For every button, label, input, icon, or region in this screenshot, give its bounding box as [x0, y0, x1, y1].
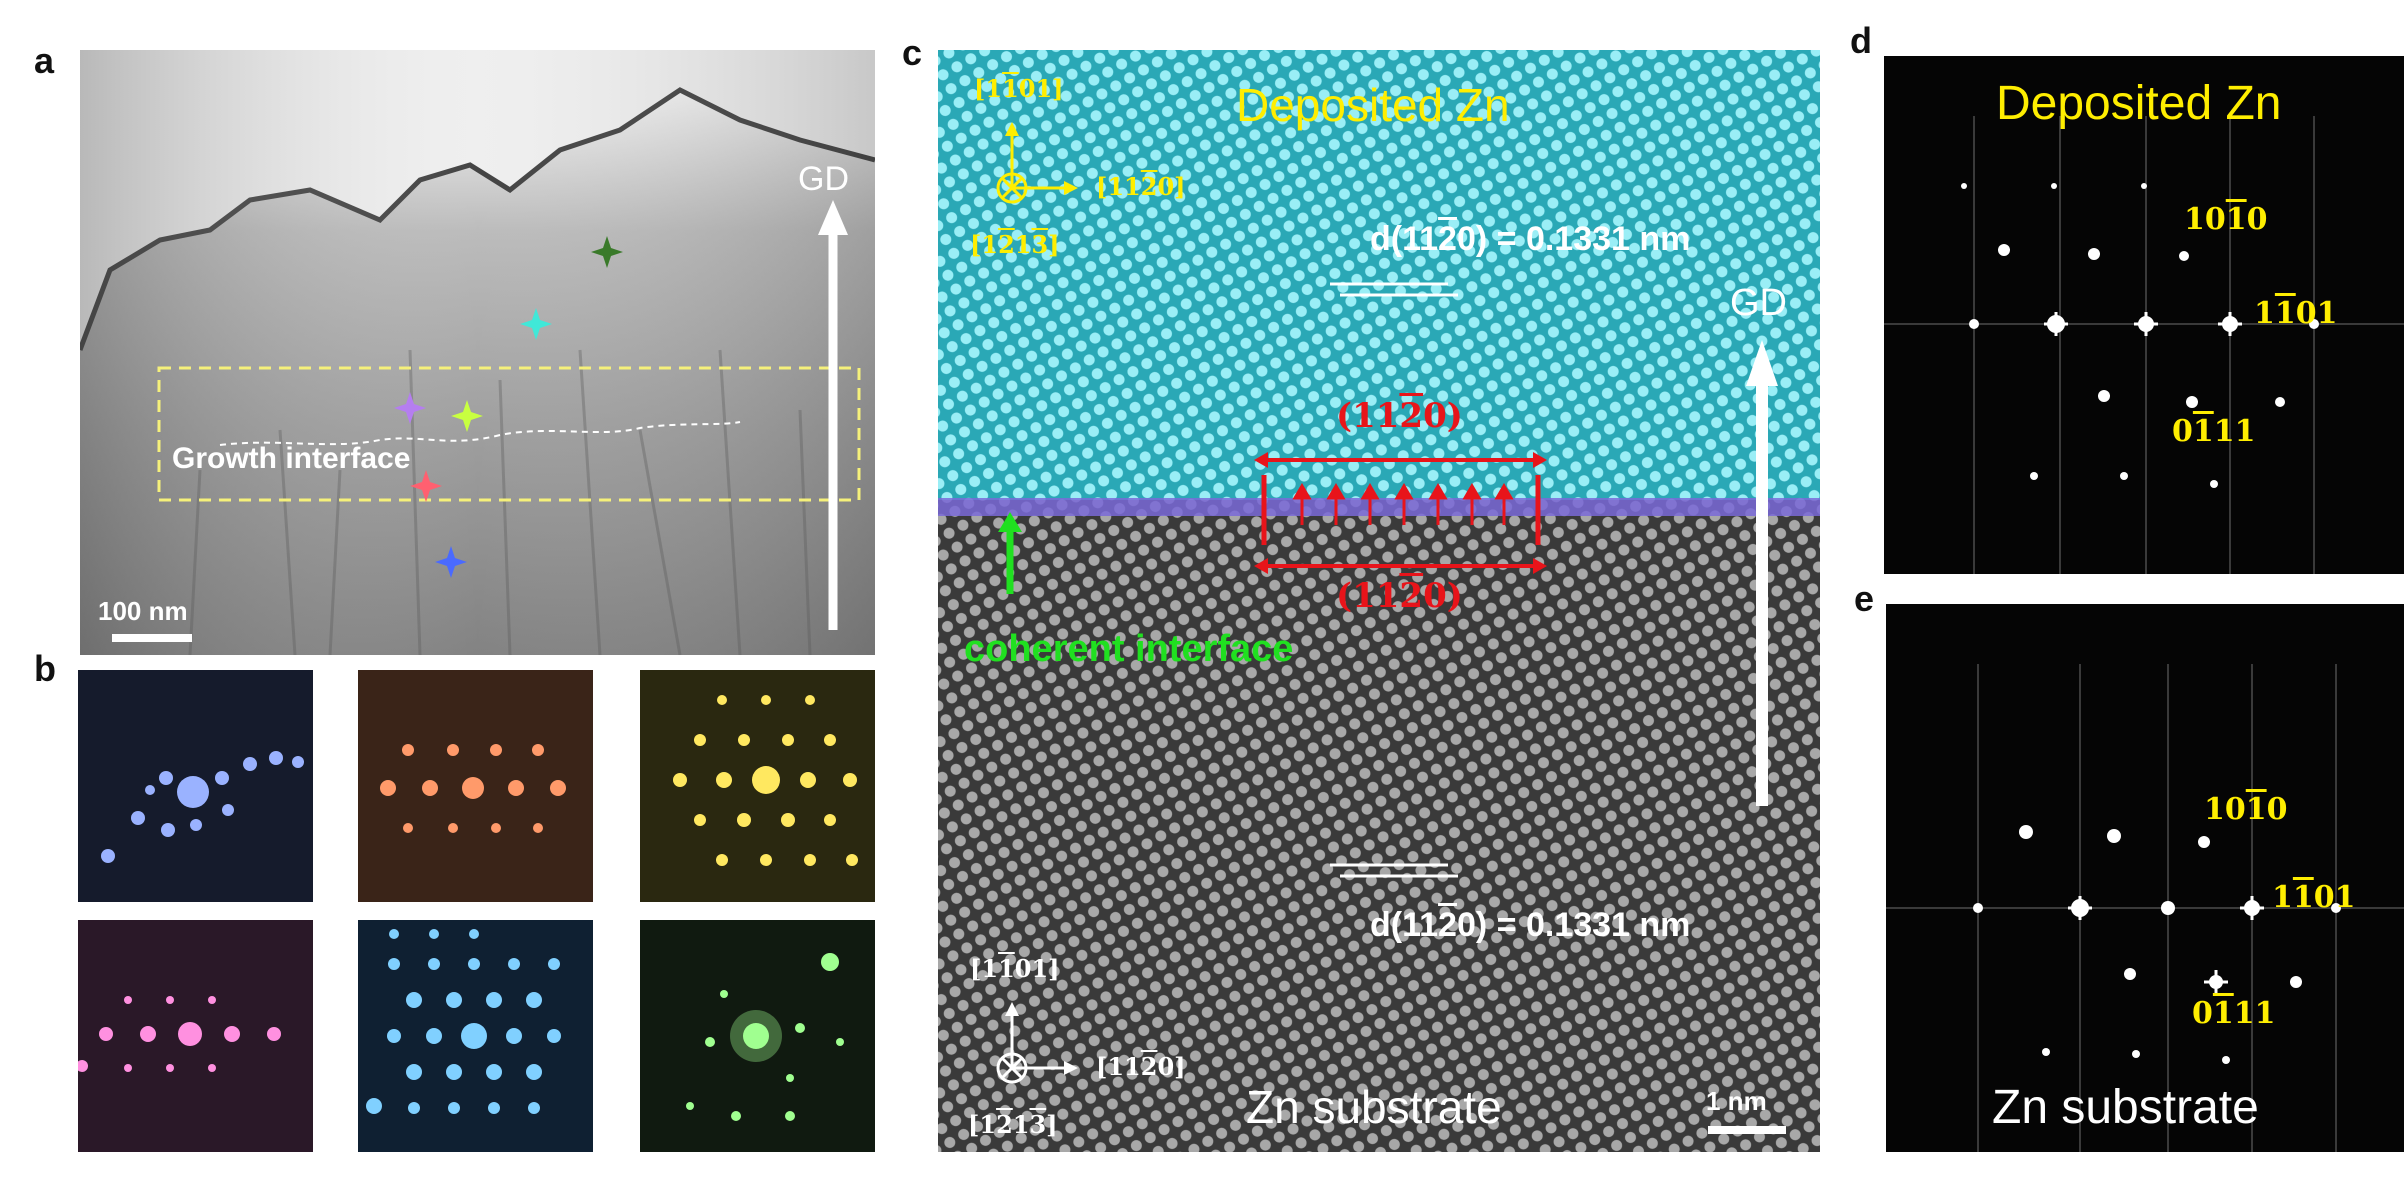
panel-letter-c: c — [902, 32, 923, 73]
marker-star-lime — [451, 400, 483, 432]
axis-label-zone-top: [1213] — [970, 230, 1060, 259]
deposited-zn-title-d: Deposited Zn — [1996, 77, 2282, 130]
marker-star-blue — [435, 546, 467, 578]
marker-star-violet — [394, 392, 426, 424]
diffraction-tile-green — [640, 920, 875, 1152]
spot-label-d-1: 1010 — [2184, 202, 2268, 237]
d-spacing-label-top: d(1120) = 0.1331 nm — [1370, 220, 1691, 258]
hrtem-image: Deposited Zn Zn substrate GD d(1120) = 0… — [938, 50, 1820, 1152]
spot-label-d-2: 1101 — [2254, 296, 2338, 331]
panel-letter-a: a — [34, 40, 55, 81]
marker-star-red — [410, 470, 442, 502]
panel-letter-b: b — [34, 648, 56, 689]
marker-star-green — [591, 236, 623, 268]
axis-label-zone-bottom: [1213] — [968, 1110, 1058, 1139]
panel-letter-e: e — [1854, 578, 1875, 619]
spot-label-e-1: 1010 — [2204, 792, 2288, 827]
growth-interface-label: Growth interface — [172, 442, 411, 475]
diffraction-tile-lightblue — [358, 920, 593, 1152]
scalebar-label-c: 1 nm — [1706, 1086, 1767, 1116]
fft-substrate: 1010 1101 0111 Zn substrate — [1886, 604, 2404, 1152]
deposited-zn-title-c: Deposited Zn — [1236, 79, 1510, 131]
diffraction-tile-yellow — [640, 670, 875, 902]
d-spacing-label-bottom: d(1120) = 0.1331 nm — [1370, 906, 1691, 944]
axis-label-up-top: [1101] — [974, 74, 1064, 103]
diffraction-tile-orange — [358, 670, 593, 902]
tem-micrograph: GD Growth interface 100 nm — [80, 50, 875, 655]
axis-label-right-bottom: [1120] — [1096, 1052, 1186, 1081]
panel-letter-d: d — [1850, 20, 1872, 61]
fft-deposited: Deposited Zn 1010 1101 0111 — [1884, 56, 2404, 574]
diffraction-tile-blue — [78, 670, 313, 902]
spot-label-e-2: 1101 — [2272, 880, 2356, 915]
scalebar-label-a: 100 nm — [98, 596, 188, 626]
coherent-interface-label: coherent interface — [964, 628, 1294, 670]
spot-label-e-3: 0111 — [2192, 996, 2276, 1031]
axis-label-up-bottom: [1101] — [970, 954, 1060, 983]
plane-label-top: (1120) — [1336, 396, 1463, 436]
gd-label-a: GD — [798, 160, 849, 198]
gd-label-c: GD — [1730, 282, 1787, 324]
marker-star-cyan — [520, 308, 552, 340]
zn-substrate-title-c: Zn substrate — [1246, 1081, 1502, 1133]
axis-label-right-top: [1120] — [1096, 172, 1186, 201]
zn-substrate-title-e: Zn substrate — [1992, 1081, 2259, 1134]
diffraction-tile-magenta — [78, 920, 313, 1152]
plane-label-bottom: (1120) — [1336, 576, 1463, 616]
spot-label-d-3: 0111 — [2172, 414, 2256, 449]
